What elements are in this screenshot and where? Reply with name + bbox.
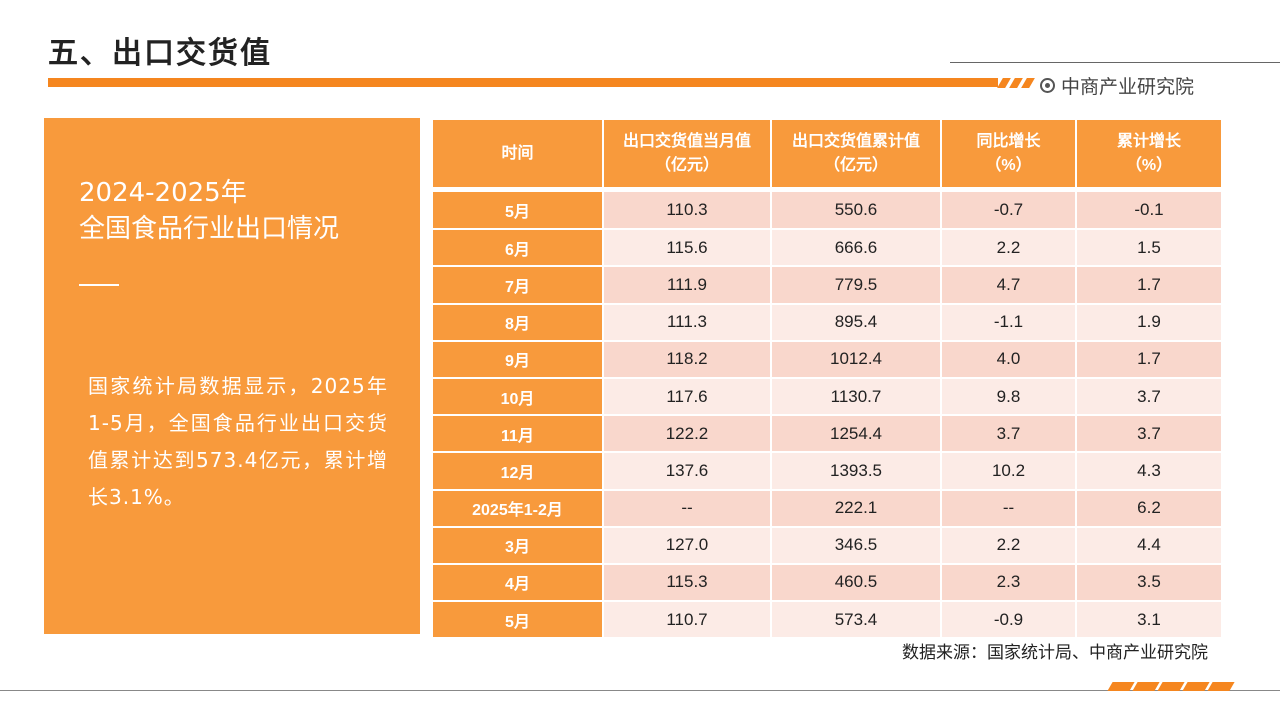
footer-rule — [0, 690, 1280, 691]
table-row: 6月 115.6 666.6 2.2 1.5 — [433, 229, 1221, 268]
cell-yoy: 2.2 — [941, 526, 1077, 565]
table-row: 5月 110.3 550.6 -0.7 -0.1 — [433, 192, 1221, 231]
cell-time: 10月 — [433, 377, 604, 417]
cell-cumulative: 1254.4 — [771, 415, 942, 454]
cell-yoy: -1.1 — [941, 303, 1077, 342]
cell-time: 8月 — [433, 303, 604, 342]
cell-monthly: 127.0 — [603, 526, 772, 565]
cell-time: 5月 — [433, 192, 604, 231]
table-row: 3月 127.0 346.5 2.2 4.4 — [433, 526, 1221, 565]
cell-cum-growth: 1.7 — [1076, 266, 1221, 305]
cell-yoy: 10.2 — [941, 452, 1077, 491]
cell-cum-growth: 1.7 — [1076, 340, 1221, 379]
cell-monthly: 122.2 — [603, 415, 772, 454]
table-header-row: 时间 出口交货值当月值 （亿元） 出口交货值累计值 （亿元） 同比增长 （%） 累计增… — [433, 120, 1221, 189]
cell-cum-growth: 4.4 — [1076, 526, 1221, 565]
table-row: 8月 111.3 895.4 -1.1 1.9 — [433, 303, 1221, 342]
cell-monthly: 111.3 — [603, 303, 772, 342]
table-row: 4月 115.3 460.5 2.3 3.5 — [433, 563, 1221, 603]
page-title: 五、出口交货值 — [48, 36, 272, 71]
cell-monthly: 117.6 — [603, 377, 772, 417]
panel-year: 2024-2025年 — [79, 178, 247, 208]
cell-yoy: 9.8 — [941, 377, 1077, 417]
header-time: 时间 — [433, 120, 604, 189]
cell-cumulative: 222.1 — [771, 489, 942, 528]
cell-yoy: 2.3 — [941, 563, 1077, 603]
cell-cum-growth: 1.9 — [1076, 303, 1221, 342]
cell-cumulative: 779.5 — [771, 266, 942, 305]
cell-cumulative: 550.6 — [771, 192, 942, 231]
header-cumulative: 出口交货值累计值 （亿元） — [771, 120, 942, 189]
cell-time: 5月 — [433, 601, 604, 640]
cell-monthly: 137.6 — [603, 452, 772, 491]
summary-panel: 2024-2025年 全国食品行业出口情况 国家统计局数据显示，2025年1-5… — [44, 118, 420, 634]
cell-yoy: 4.0 — [941, 340, 1077, 379]
cell-cum-growth: -0.1 — [1076, 192, 1221, 231]
cell-time: 11月 — [433, 415, 604, 454]
cell-yoy: -0.7 — [941, 192, 1077, 231]
table-row: 5月 110.7 573.4 -0.9 3.1 — [433, 601, 1221, 640]
cell-cum-growth: 3.7 — [1076, 415, 1221, 454]
footer-stripes — [1107, 682, 1235, 691]
cell-time: 12月 — [433, 452, 604, 491]
data-source: 数据来源：国家统计局、中商产业研究院 — [902, 643, 1208, 663]
cell-cumulative: 460.5 — [771, 563, 942, 603]
cell-cumulative: 346.5 — [771, 526, 942, 565]
cell-yoy: 2.2 — [941, 229, 1077, 268]
header-yoy: 同比增长 （%） — [941, 120, 1077, 189]
header-monthly: 出口交货值当月值 （亿元） — [603, 120, 772, 189]
cell-time: 6月 — [433, 229, 604, 268]
cell-cumulative: 573.4 — [771, 601, 942, 640]
table-row: 2025年1-2月 -- 222.1 -- 6.2 — [433, 489, 1221, 528]
cell-cum-growth: 3.7 — [1076, 377, 1221, 417]
cell-cum-growth: 1.5 — [1076, 229, 1221, 268]
cell-monthly: -- — [603, 489, 772, 528]
cell-cum-growth: 3.5 — [1076, 563, 1221, 603]
cell-cumulative: 1130.7 — [771, 377, 942, 417]
cell-monthly: 110.7 — [603, 601, 772, 640]
table-row: 10月 117.6 1130.7 9.8 3.7 — [433, 377, 1221, 417]
brand-logo-icon — [1040, 78, 1055, 93]
cell-yoy: 3.7 — [941, 415, 1077, 454]
cell-monthly: 115.6 — [603, 229, 772, 268]
cell-time: 2025年1-2月 — [433, 489, 604, 528]
panel-body-text: 国家统计局数据显示，2025年1-5月，全国食品行业出口交货值累计达到573.4… — [88, 374, 388, 509]
cell-cumulative: 895.4 — [771, 303, 942, 342]
export-value-table: 时间 出口交货值当月值 （亿元） 出口交货值累计值 （亿元） 同比增长 （%） 累计增… — [433, 120, 1221, 640]
cell-cum-growth: 3.1 — [1076, 601, 1221, 640]
header-rule — [950, 62, 1280, 63]
cell-monthly: 115.3 — [603, 563, 772, 603]
panel-subtitle: 全国食品行业出口情况 — [79, 214, 340, 244]
cell-yoy: -0.9 — [941, 601, 1077, 640]
cell-yoy: -- — [941, 489, 1077, 528]
table-row: 12月 137.6 1393.5 10.2 4.3 — [433, 452, 1221, 491]
header-cum-growth: 累计增长 （%） — [1076, 120, 1221, 189]
table-row: 7月 111.9 779.5 4.7 1.7 — [433, 266, 1221, 305]
cell-cumulative: 666.6 — [771, 229, 942, 268]
cell-time: 3月 — [433, 526, 604, 565]
cell-monthly: 111.9 — [603, 266, 772, 305]
cell-cumulative: 1012.4 — [771, 340, 942, 379]
cell-cumulative: 1393.5 — [771, 452, 942, 491]
table-row: 9月 118.2 1012.4 4.0 1.7 — [433, 340, 1221, 379]
cell-time: 9月 — [433, 340, 604, 379]
cell-cum-growth: 6.2 — [1076, 489, 1221, 528]
header-stripes — [997, 78, 1035, 88]
cell-yoy: 4.7 — [941, 266, 1077, 305]
cell-time: 4月 — [433, 563, 604, 603]
title-underline-bar — [48, 78, 998, 87]
brand: 中商产业研究院 — [1040, 72, 1194, 99]
cell-time: 7月 — [433, 266, 604, 305]
table-row: 11月 122.2 1254.4 3.7 3.7 — [433, 415, 1221, 454]
cell-monthly: 110.3 — [603, 192, 772, 231]
brand-name: 中商产业研究院 — [1061, 76, 1195, 98]
cell-cum-growth: 4.3 — [1076, 452, 1221, 491]
cell-monthly: 118.2 — [603, 340, 772, 379]
panel-divider — [79, 284, 119, 286]
